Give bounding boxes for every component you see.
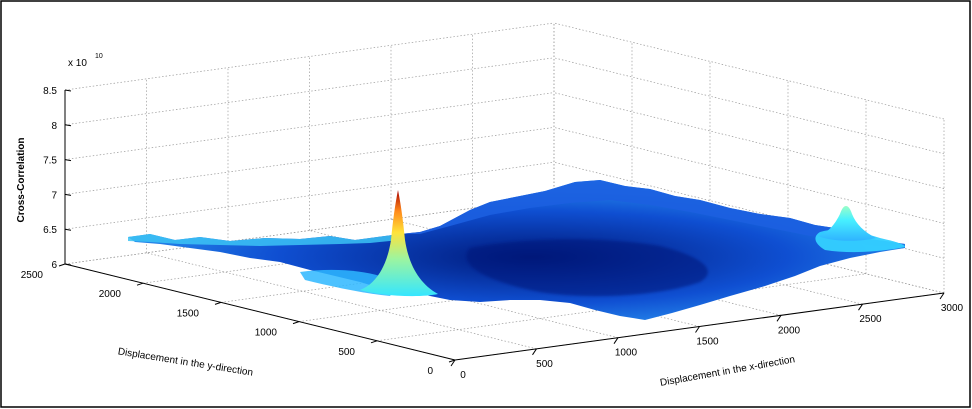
- y-tick-label: 1000: [255, 328, 278, 339]
- x-tick-mark: [450, 359, 456, 367]
- x-tick-mark: [695, 326, 700, 333]
- y-tick-label: 0: [427, 366, 433, 377]
- z-axis-multiplier: x 10: [68, 58, 87, 69]
- y-tick-mark: [214, 301, 222, 305]
- x-tick-mark: [532, 348, 537, 356]
- tick-labels: 0 500 1000 1500 2000 2500 3000 0 500 1000 1500 2000…: [21, 86, 964, 381]
- y-tick-mark: [136, 282, 144, 286]
- x-tick-label: 2000: [778, 325, 801, 336]
- x-tick-label: 2500: [859, 314, 882, 325]
- y-tick-label: 2500: [21, 270, 44, 281]
- y-tick-label: 1500: [177, 308, 200, 319]
- surface: [128, 180, 905, 320]
- z-tick-mark: [64, 263, 72, 266]
- x-tick-label: 1500: [696, 337, 719, 348]
- x-tick-label: 3000: [941, 303, 964, 314]
- y-tick-mark: [58, 263, 66, 267]
- z-tick-label: 6.5: [43, 225, 57, 236]
- z-tick-label: 8: [51, 121, 57, 132]
- x-tick-mark: [858, 303, 863, 311]
- z-tick-mark: [64, 159, 72, 162]
- sidewall-gridline-z: [553, 92, 945, 189]
- y-tick-label: 500: [338, 347, 355, 358]
- y-axis-line: [64, 263, 456, 361]
- surface-back-rim: [400, 180, 905, 246]
- surface-dark-basin: [466, 239, 708, 297]
- z-axis-label: Cross-Correlation: [16, 137, 27, 222]
- x-tick-label: 0: [460, 370, 466, 381]
- y-tick-mark: [448, 359, 456, 363]
- x-tick-mark: [776, 315, 782, 322]
- y-tick-label: 2000: [99, 289, 122, 300]
- z-tick-mark: [64, 89, 72, 92]
- x-tick-mark: [939, 292, 945, 300]
- sidewall-gridline-z: [553, 57, 945, 155]
- floor-gridline-x: [146, 252, 537, 350]
- y-tick-mark: [292, 321, 300, 325]
- z-tick-label: 7.5: [43, 156, 57, 167]
- x-tick-mark: [613, 337, 619, 344]
- x-tick-label: 1000: [615, 348, 638, 359]
- z-tick-label: 8.5: [43, 86, 57, 97]
- z-axis-multiplier-exponent: 10: [95, 53, 103, 60]
- peak-secondary: [818, 206, 876, 241]
- peak-primary: [360, 190, 438, 297]
- z-tick-mark: [64, 193, 72, 196]
- z-tick-label: 7: [51, 190, 57, 201]
- z-tick-mark: [64, 124, 72, 127]
- sidewall-gridline-z: [553, 127, 945, 224]
- x-tick-label: 500: [536, 359, 553, 370]
- z-tick-label: 6: [51, 260, 57, 271]
- z-tick-mark: [64, 228, 72, 231]
- surface-near-rim: [128, 234, 400, 246]
- sidewall-gridline-z: [553, 22, 945, 120]
- y-tick-mark: [370, 340, 378, 344]
